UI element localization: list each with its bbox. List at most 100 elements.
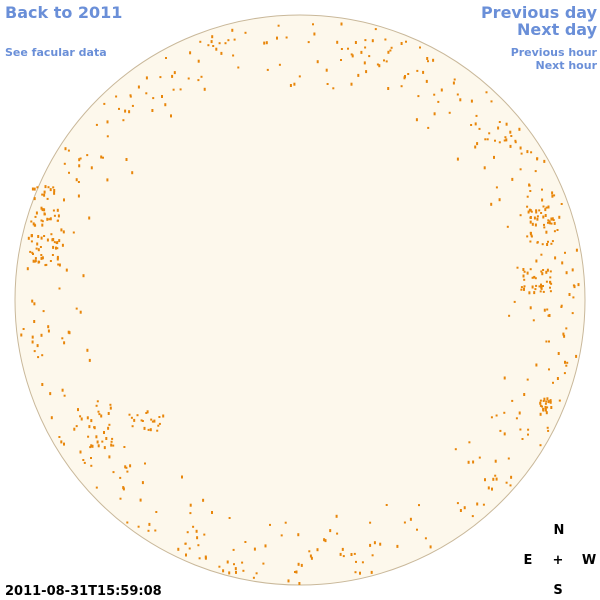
facular-point [129, 95, 132, 98]
facular-point [549, 270, 552, 273]
facular-point [540, 283, 542, 287]
facular-link[interactable]: See facular data [5, 46, 107, 59]
facular-point [211, 511, 213, 514]
facular-point [424, 537, 427, 540]
facular-point [145, 92, 148, 95]
facular-point [50, 233, 53, 236]
facular-point [50, 416, 53, 420]
facular-point [58, 287, 61, 290]
facular-point [529, 240, 532, 243]
facular-point [108, 455, 111, 459]
facular-point [369, 521, 372, 524]
facular-point [30, 240, 33, 243]
facular-point [111, 437, 114, 440]
facular-point [212, 45, 215, 47]
facular-point [324, 539, 327, 543]
facular-point [546, 268, 549, 272]
facular-point [110, 443, 113, 447]
facular-point [36, 242, 39, 246]
facular-point [297, 562, 300, 566]
facular-point [298, 75, 301, 78]
facular-point [416, 528, 418, 531]
facular-point [531, 285, 534, 289]
facular-point [109, 403, 112, 406]
facular-point [153, 419, 156, 423]
facular-point [549, 281, 551, 283]
facular-point [86, 416, 89, 420]
facular-point [122, 119, 125, 122]
next-day-link[interactable]: Next day [517, 20, 598, 39]
facular-point [516, 266, 519, 269]
previous-day-link[interactable]: Previous day [481, 3, 598, 22]
facular-point [575, 354, 578, 358]
facular-point [495, 414, 498, 417]
facular-point [350, 82, 353, 86]
facular-point [242, 569, 245, 572]
facular-point [527, 428, 530, 431]
facular-point [546, 406, 549, 409]
facular-point [534, 170, 537, 173]
facular-point [546, 426, 549, 429]
facular-point [264, 544, 267, 548]
facular-point [197, 59, 200, 63]
facular-point [41, 354, 44, 357]
next-hour-link[interactable]: Next hour [536, 59, 598, 72]
facular-point [46, 238, 49, 242]
facular-point [48, 218, 51, 221]
facular-point [557, 352, 560, 355]
facular-point [173, 71, 176, 75]
facular-point [520, 286, 523, 289]
facular-point [448, 111, 451, 114]
facular-point [531, 222, 534, 226]
facular-point [494, 139, 496, 142]
facular-point [49, 188, 52, 192]
facular-point [203, 87, 206, 91]
facular-point [478, 127, 481, 130]
facular-point [548, 220, 551, 224]
facular-point [189, 512, 192, 515]
facular-point [463, 506, 466, 510]
facular-point [95, 435, 98, 439]
facular-point [456, 93, 459, 96]
facular-point [495, 186, 498, 189]
facular-point [49, 392, 52, 396]
facular-point [433, 93, 436, 96]
facular-point [20, 333, 23, 337]
facular-point [284, 521, 287, 524]
facular-point [549, 399, 552, 403]
facular-point [429, 545, 432, 549]
facular-point [540, 212, 543, 214]
facular-point [86, 154, 89, 157]
facular-point [156, 429, 159, 432]
facular-point [31, 187, 34, 191]
facular-point [137, 525, 140, 528]
facular-point [172, 88, 175, 91]
facular-point [543, 226, 546, 229]
facular-point [562, 332, 565, 336]
facular-point [564, 251, 566, 254]
facular-point [359, 571, 361, 575]
facular-point [354, 571, 357, 574]
facular-point [475, 114, 478, 117]
back-link[interactable]: Back to 2011 [5, 3, 122, 22]
facular-point [547, 240, 549, 243]
facular-point [276, 36, 278, 40]
facular-point [228, 571, 231, 575]
facular-point [157, 424, 160, 427]
facular-point [486, 138, 489, 141]
facular-point [33, 197, 36, 201]
facular-point [75, 178, 78, 182]
facular-point [244, 541, 247, 543]
facular-point [365, 70, 368, 74]
facular-point [35, 211, 38, 215]
facular-point [31, 299, 34, 303]
facular-point [255, 572, 258, 575]
facular-point [53, 191, 56, 195]
facular-point [177, 547, 180, 551]
previous-hour-link[interactable]: Previous hour [511, 46, 598, 59]
facular-point [476, 142, 479, 146]
facular-point [549, 290, 552, 293]
facular-point [339, 552, 342, 556]
facular-point [523, 270, 526, 273]
facular-point [523, 278, 526, 281]
